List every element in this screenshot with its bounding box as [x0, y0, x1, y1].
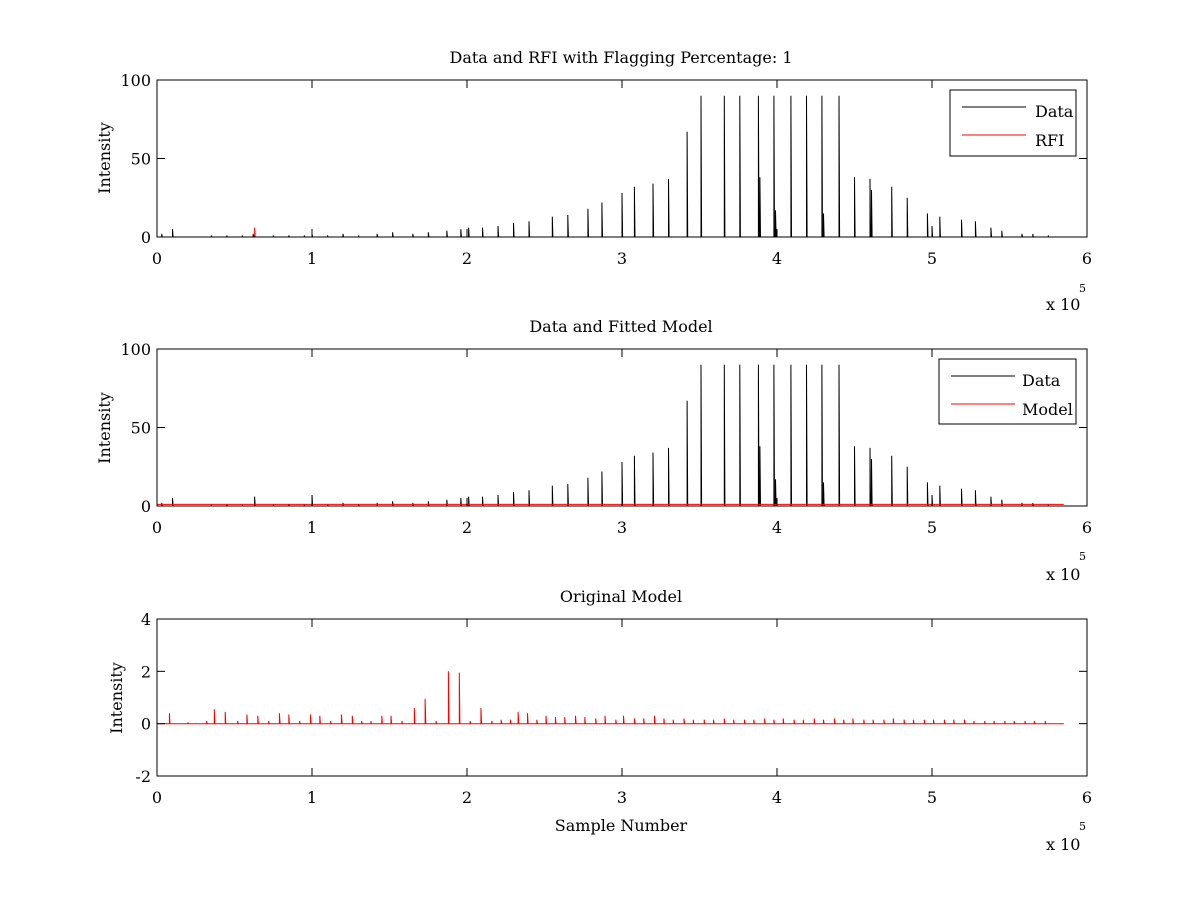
x-tick-label: 2 — [462, 518, 472, 537]
panel-2-ylabel: Intensity — [95, 392, 114, 464]
x-tick-label: 4 — [772, 518, 782, 537]
panel-3: Original Model Intensity Sample Number 0… — [107, 587, 1092, 854]
panel-1-x-multiplier: x 10 — [1046, 295, 1080, 314]
panel-3-xticks: 0 1 2 3 4 5 6 — [152, 619, 1092, 807]
x-tick-label: 3 — [617, 518, 627, 537]
y-tick-label: 100 — [120, 340, 151, 359]
x-tick-label: 1 — [307, 518, 317, 537]
panel-1-x-multiplier-exponent: 5 — [1079, 282, 1086, 295]
panel-2-x-multiplier-exponent: 5 — [1079, 550, 1086, 563]
panel-2-x-multiplier: x 10 — [1046, 565, 1080, 584]
x-tick-label: 0 — [152, 249, 162, 268]
y-tick-label: 100 — [120, 71, 151, 90]
y-tick-label: 0 — [141, 497, 151, 516]
panel-1-legend-label-rfi: RFI — [1035, 131, 1064, 150]
x-tick-label: 2 — [462, 788, 472, 807]
x-tick-label: 5 — [927, 788, 937, 807]
x-tick-label: 3 — [617, 788, 627, 807]
x-tick-label: 3 — [617, 249, 627, 268]
panel-2-legend-label-model: Model — [1022, 400, 1073, 419]
y-tick-label: 0 — [141, 715, 151, 734]
series-line-series-0 — [157, 671, 1064, 725]
x-tick-label: 4 — [772, 788, 782, 807]
y-tick-label: 2 — [141, 662, 151, 681]
x-tick-label: 5 — [927, 518, 937, 537]
x-tick-label: 6 — [1082, 788, 1092, 807]
y-tick-label: 50 — [131, 150, 151, 169]
x-tick-label: 6 — [1082, 518, 1092, 537]
panel-1-yticks: 0 50 100 — [120, 71, 1087, 247]
y-tick-label: 0 — [141, 228, 151, 247]
panel-3-ylabel: Intensity — [107, 662, 126, 734]
panel-2-xticks: 0 1 2 3 4 5 6 — [152, 349, 1092, 537]
y-tick-label: 4 — [141, 610, 151, 629]
panel-1-ylabel: Intensity — [95, 122, 114, 194]
y-tick-label: 50 — [131, 419, 151, 438]
panel-3-x-multiplier: x 10 — [1046, 835, 1080, 854]
panel-2-yticks: 0 50 100 — [120, 340, 1087, 516]
panel-3-plot — [157, 671, 1064, 725]
panel-1-legend-label-data: Data — [1035, 102, 1074, 121]
panel-3-yticks: -2 0 2 4 — [135, 610, 1087, 786]
x-tick-label: 6 — [1082, 249, 1092, 268]
x-tick-label: 0 — [152, 518, 162, 537]
panel-1: Data and RFI with Flagging Percentage: 1… — [95, 48, 1092, 314]
panel-1-legend-box — [949, 89, 1077, 157]
panel-3-title: Original Model — [560, 587, 682, 606]
x-tick-label: 4 — [772, 249, 782, 268]
panel-2-legend-label-data: Data — [1022, 371, 1061, 390]
x-tick-label: 5 — [927, 249, 937, 268]
panel-3-x-multiplier-exponent: 5 — [1079, 820, 1086, 833]
y-tick-label: -2 — [135, 767, 151, 786]
panel-1-title: Data and RFI with Flagging Percentage: 1 — [449, 48, 792, 67]
x-tick-label: 2 — [462, 249, 472, 268]
x-tick-label: 0 — [152, 788, 162, 807]
panel-2-legend: Data Model — [938, 358, 1077, 425]
panel-1-xticks: 0 1 2 3 4 5 6 — [152, 80, 1092, 268]
panel-2-title: Data and Fitted Model — [529, 317, 712, 336]
panel-1-legend: Data RFI — [949, 89, 1077, 157]
panel-2-legend-box — [938, 358, 1077, 425]
x-tick-label: 1 — [307, 788, 317, 807]
x-tick-label: 1 — [307, 249, 317, 268]
panel-3-xlabel: Sample Number — [555, 816, 688, 835]
